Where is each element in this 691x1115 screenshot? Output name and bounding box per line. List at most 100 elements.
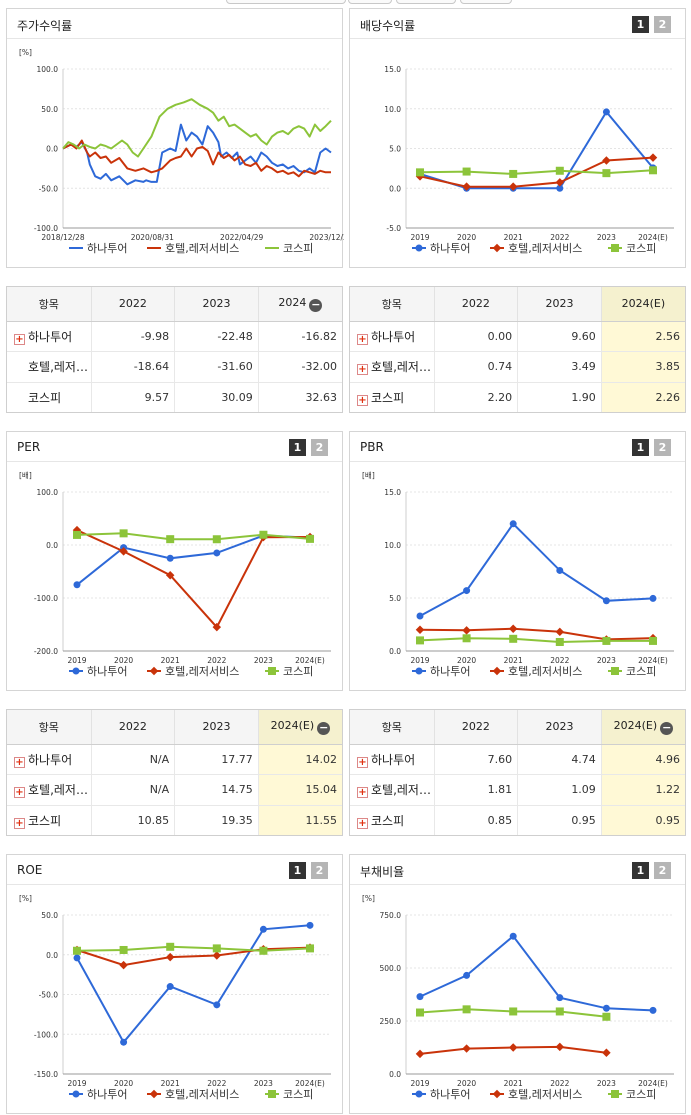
data-point-hana-tour[interactable] [213,549,221,557]
data-point-kospi[interactable] [555,1007,564,1016]
expand-plus-icon[interactable]: + [357,817,368,829]
collapse-minus-icon[interactable]: − [309,297,323,312]
data-point-hana-tour[interactable] [509,932,517,940]
data-point-kospi[interactable] [306,534,314,543]
data-point-hana-tour[interactable] [166,554,174,562]
legend-item-hana-tour[interactable]: 하나투어 [69,664,127,678]
data-point-kospi[interactable] [509,1007,518,1016]
legend-item-kospi[interactable]: 코스피 [608,242,656,255]
data-point-hana-tour[interactable] [416,612,424,620]
legend-item-hana-tour[interactable]: 하나투어 [412,241,470,255]
data-point-hana-tour[interactable] [259,925,267,933]
data-point-hana-tour[interactable] [306,921,314,929]
data-point-hana-tour[interactable] [416,993,424,1001]
data-point-hotel-leisure[interactable] [508,624,518,633]
expand-plus-icon[interactable]: + [357,394,368,406]
page-2-button[interactable]: 2 [311,862,328,879]
data-point-kospi[interactable] [555,166,564,175]
data-point-kospi[interactable] [602,169,611,178]
data-point-hana-tour[interactable] [120,1038,128,1046]
legend-item-hotel-leisure[interactable]: 호텔,레저서비스 [147,1088,239,1101]
data-point-hotel-leisure[interactable] [165,570,175,580]
data-point-hana-tour[interactable] [463,587,471,595]
collapse-minus-icon[interactable]: − [317,720,331,735]
data-point-hotel-leisure[interactable] [508,182,518,191]
data-point-hana-tour[interactable] [602,597,610,605]
data-point-hotel-leisure[interactable] [555,627,565,637]
legend-item-hana-tour[interactable]: 하나투어 [69,241,127,255]
data-point-hotel-leisure[interactable] [555,178,565,187]
data-point-hana-tour[interactable] [166,983,174,991]
page-1-button[interactable]: 1 [632,439,649,456]
data-point-kospi[interactable] [602,636,611,645]
data-point-kospi[interactable] [462,1005,471,1014]
page-2-button[interactable]: 2 [654,16,671,33]
data-point-kospi[interactable] [259,946,268,955]
legend-item-kospi[interactable]: 코스피 [265,665,313,678]
data-point-kospi[interactable] [119,529,128,538]
data-point-hana-tour[interactable] [73,954,81,962]
expand-plus-icon[interactable]: + [14,817,25,829]
data-point-kospi[interactable] [416,636,424,645]
legend-item-hotel-leisure[interactable]: 호텔,레저서비스 [490,1088,582,1101]
data-point-kospi[interactable] [416,1008,424,1017]
legend-item-hana-tour[interactable]: 하나투어 [412,1087,470,1101]
data-point-hana-tour[interactable] [602,1004,610,1012]
data-point-kospi[interactable] [555,637,564,646]
legend-item-hotel-leisure[interactable]: 호텔,레저서비스 [490,665,582,678]
page-1-button[interactable]: 1 [289,439,306,456]
expand-plus-icon[interactable]: + [14,333,25,345]
data-point-hotel-leisure[interactable] [165,952,175,962]
data-point-hotel-leisure[interactable] [648,153,658,162]
expand-plus-icon[interactable]: + [357,756,368,768]
data-point-kospi[interactable] [462,167,471,176]
data-point-kospi[interactable] [649,636,657,645]
legend-item-hana-tour[interactable]: 하나투어 [69,1087,127,1101]
data-point-kospi[interactable] [509,169,518,178]
legend-item-hana-tour[interactable]: 하나투어 [412,664,470,678]
data-point-hotel-leisure[interactable] [212,951,222,960]
data-point-hotel-leisure[interactable] [555,1042,565,1052]
legend-item-kospi[interactable]: 코스피 [608,1088,656,1101]
data-point-hotel-leisure[interactable] [462,1044,471,1053]
page-1-button[interactable]: 1 [289,862,306,879]
data-point-kospi[interactable] [73,530,81,539]
data-point-hana-tour[interactable] [463,971,471,979]
data-point-kospi[interactable] [259,530,268,539]
data-point-hotel-leisure[interactable] [508,1043,518,1052]
expand-plus-icon[interactable]: + [357,333,368,345]
legend-item-hotel-leisure[interactable]: 호텔,레저서비스 [147,665,239,678]
data-point-hana-tour[interactable] [556,994,564,1002]
expand-plus-icon[interactable]: + [357,787,368,799]
data-point-hotel-leisure[interactable] [212,622,222,632]
data-point-kospi[interactable] [212,944,221,953]
collapse-minus-icon[interactable]: − [660,720,674,735]
data-point-hotel-leisure[interactable] [415,1049,425,1059]
data-point-hana-tour[interactable] [556,566,564,574]
data-point-kospi[interactable] [73,946,81,955]
data-point-hana-tour[interactable] [649,594,657,602]
expand-plus-icon[interactable]: + [357,364,368,376]
data-point-kospi[interactable] [509,634,518,643]
data-point-hotel-leisure[interactable] [415,625,425,635]
data-point-kospi[interactable] [166,942,175,951]
data-point-kospi[interactable] [119,945,128,954]
expand-plus-icon[interactable]: + [14,787,25,799]
data-point-kospi[interactable] [212,535,221,544]
data-point-kospi[interactable] [416,168,424,177]
legend-item-kospi[interactable]: 코스피 [608,665,656,678]
data-point-hotel-leisure[interactable] [462,626,471,635]
data-point-kospi[interactable] [649,166,657,175]
data-point-hotel-leisure[interactable] [119,960,128,970]
page-1-button[interactable]: 1 [632,862,649,879]
data-point-kospi[interactable] [306,944,314,953]
page-1-button[interactable]: 1 [632,16,649,33]
page-2-button[interactable]: 2 [311,439,328,456]
data-point-hana-tour[interactable] [73,581,81,589]
data-point-hotel-leisure[interactable] [119,547,128,556]
data-point-hana-tour[interactable] [213,1001,221,1009]
legend-item-kospi[interactable]: 코스피 [265,1088,313,1101]
data-point-hana-tour[interactable] [509,520,517,528]
legend-item-kospi[interactable]: 코스피 [265,242,313,255]
legend-item-hotel-leisure[interactable]: 호텔,레저서비스 [147,242,239,255]
